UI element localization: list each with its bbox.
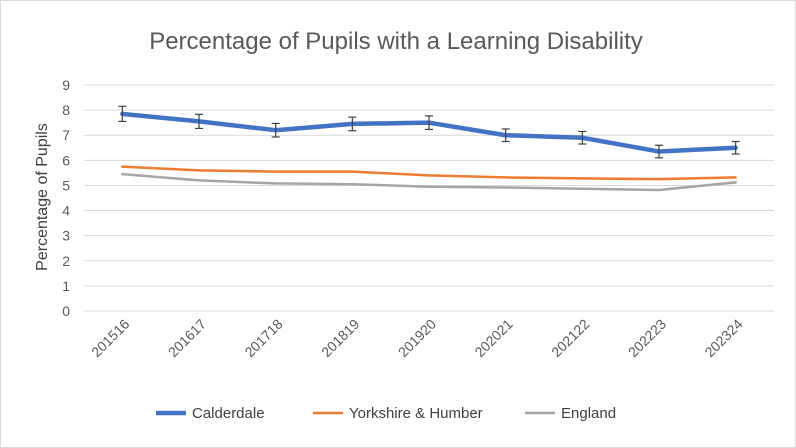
x-tick-label: 202223 <box>625 316 669 360</box>
series-lines <box>118 105 740 192</box>
chart-title: Percentage of Pupils with a Learning Dis… <box>149 28 643 55</box>
gridlines <box>84 84 774 312</box>
legend-label: England <box>561 405 616 422</box>
legend-label: Calderdale <box>192 405 265 422</box>
series-line <box>121 165 737 181</box>
y-tick-label: 3 <box>62 228 70 244</box>
x-tick-label: 201819 <box>318 316 362 360</box>
y-tick-label: 7 <box>62 127 70 143</box>
y-tick-label: 4 <box>62 203 70 219</box>
y-tick-labels: 0 1 2 3 4 5 6 7 8 9 <box>62 77 70 319</box>
legend-label: Yorkshire & Humber <box>349 405 483 422</box>
y-axis-label: Percentage of Pupils <box>34 123 51 271</box>
y-tick-label: 2 <box>62 253 70 269</box>
y-tick-label: 6 <box>62 152 70 168</box>
y-tick-label: 0 <box>62 303 70 319</box>
x-tick-label: 201718 <box>241 316 285 360</box>
y-tick-label: 9 <box>62 77 70 93</box>
x-tick-label: 202021 <box>471 316 515 360</box>
y-tick-label: 5 <box>62 177 70 193</box>
x-tick-label: 201617 <box>165 316 209 360</box>
x-tick-label: 202122 <box>548 316 592 360</box>
y-tick-label: 1 <box>62 278 70 294</box>
legend: Calderdale Yorkshire & Humber England <box>156 405 616 422</box>
x-tick-labels: 201516 201617 201718 201819 201920 202021 2021… <box>88 316 746 360</box>
x-tick-label: 201920 <box>395 316 439 360</box>
y-tick-label: 8 <box>62 102 70 118</box>
x-tick-label: 201516 <box>88 316 132 360</box>
x-tick-label: 202324 <box>701 316 745 360</box>
